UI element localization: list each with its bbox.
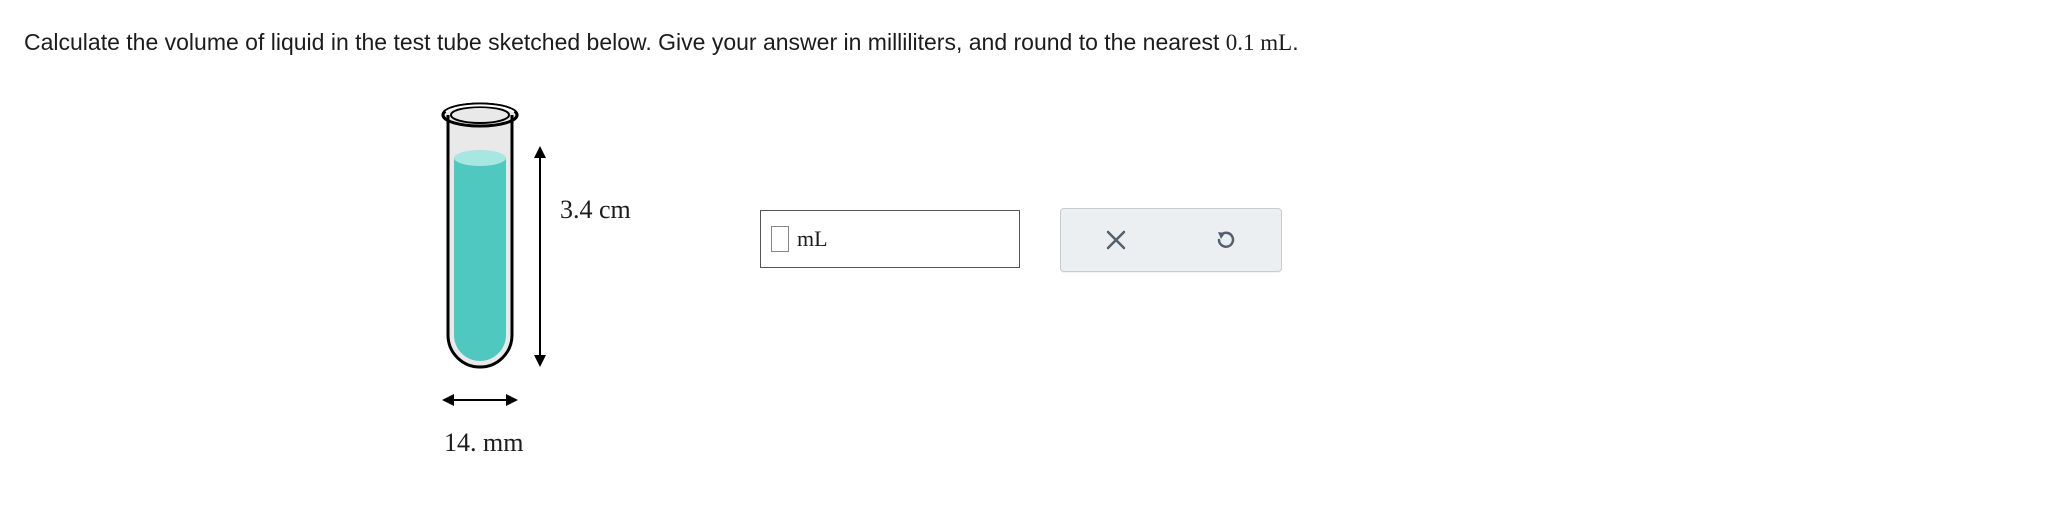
close-icon — [1105, 229, 1127, 251]
test-tube-svg — [440, 90, 680, 470]
reset-button[interactable] — [1212, 226, 1240, 254]
undo-icon — [1214, 228, 1238, 252]
answer-input[interactable] — [771, 226, 789, 252]
question-text: Calculate the volume of liquid in the te… — [24, 26, 2046, 59]
test-tube-diagram: 3.4 cm 14. mm — [440, 90, 680, 510]
tube-diameter-label: 14. mm — [444, 428, 523, 458]
question-post: . — [1292, 29, 1298, 55]
clear-button[interactable] — [1102, 226, 1130, 254]
question-pre: Calculate the volume of liquid in the te… — [24, 29, 1226, 55]
liquid-height-label: 3.4 cm — [560, 195, 631, 225]
answer-unit: mL — [797, 226, 828, 252]
action-panel — [1060, 208, 1282, 272]
answer-box[interactable]: mL — [760, 210, 1020, 268]
question-precision: 0.1 mL — [1226, 30, 1292, 55]
